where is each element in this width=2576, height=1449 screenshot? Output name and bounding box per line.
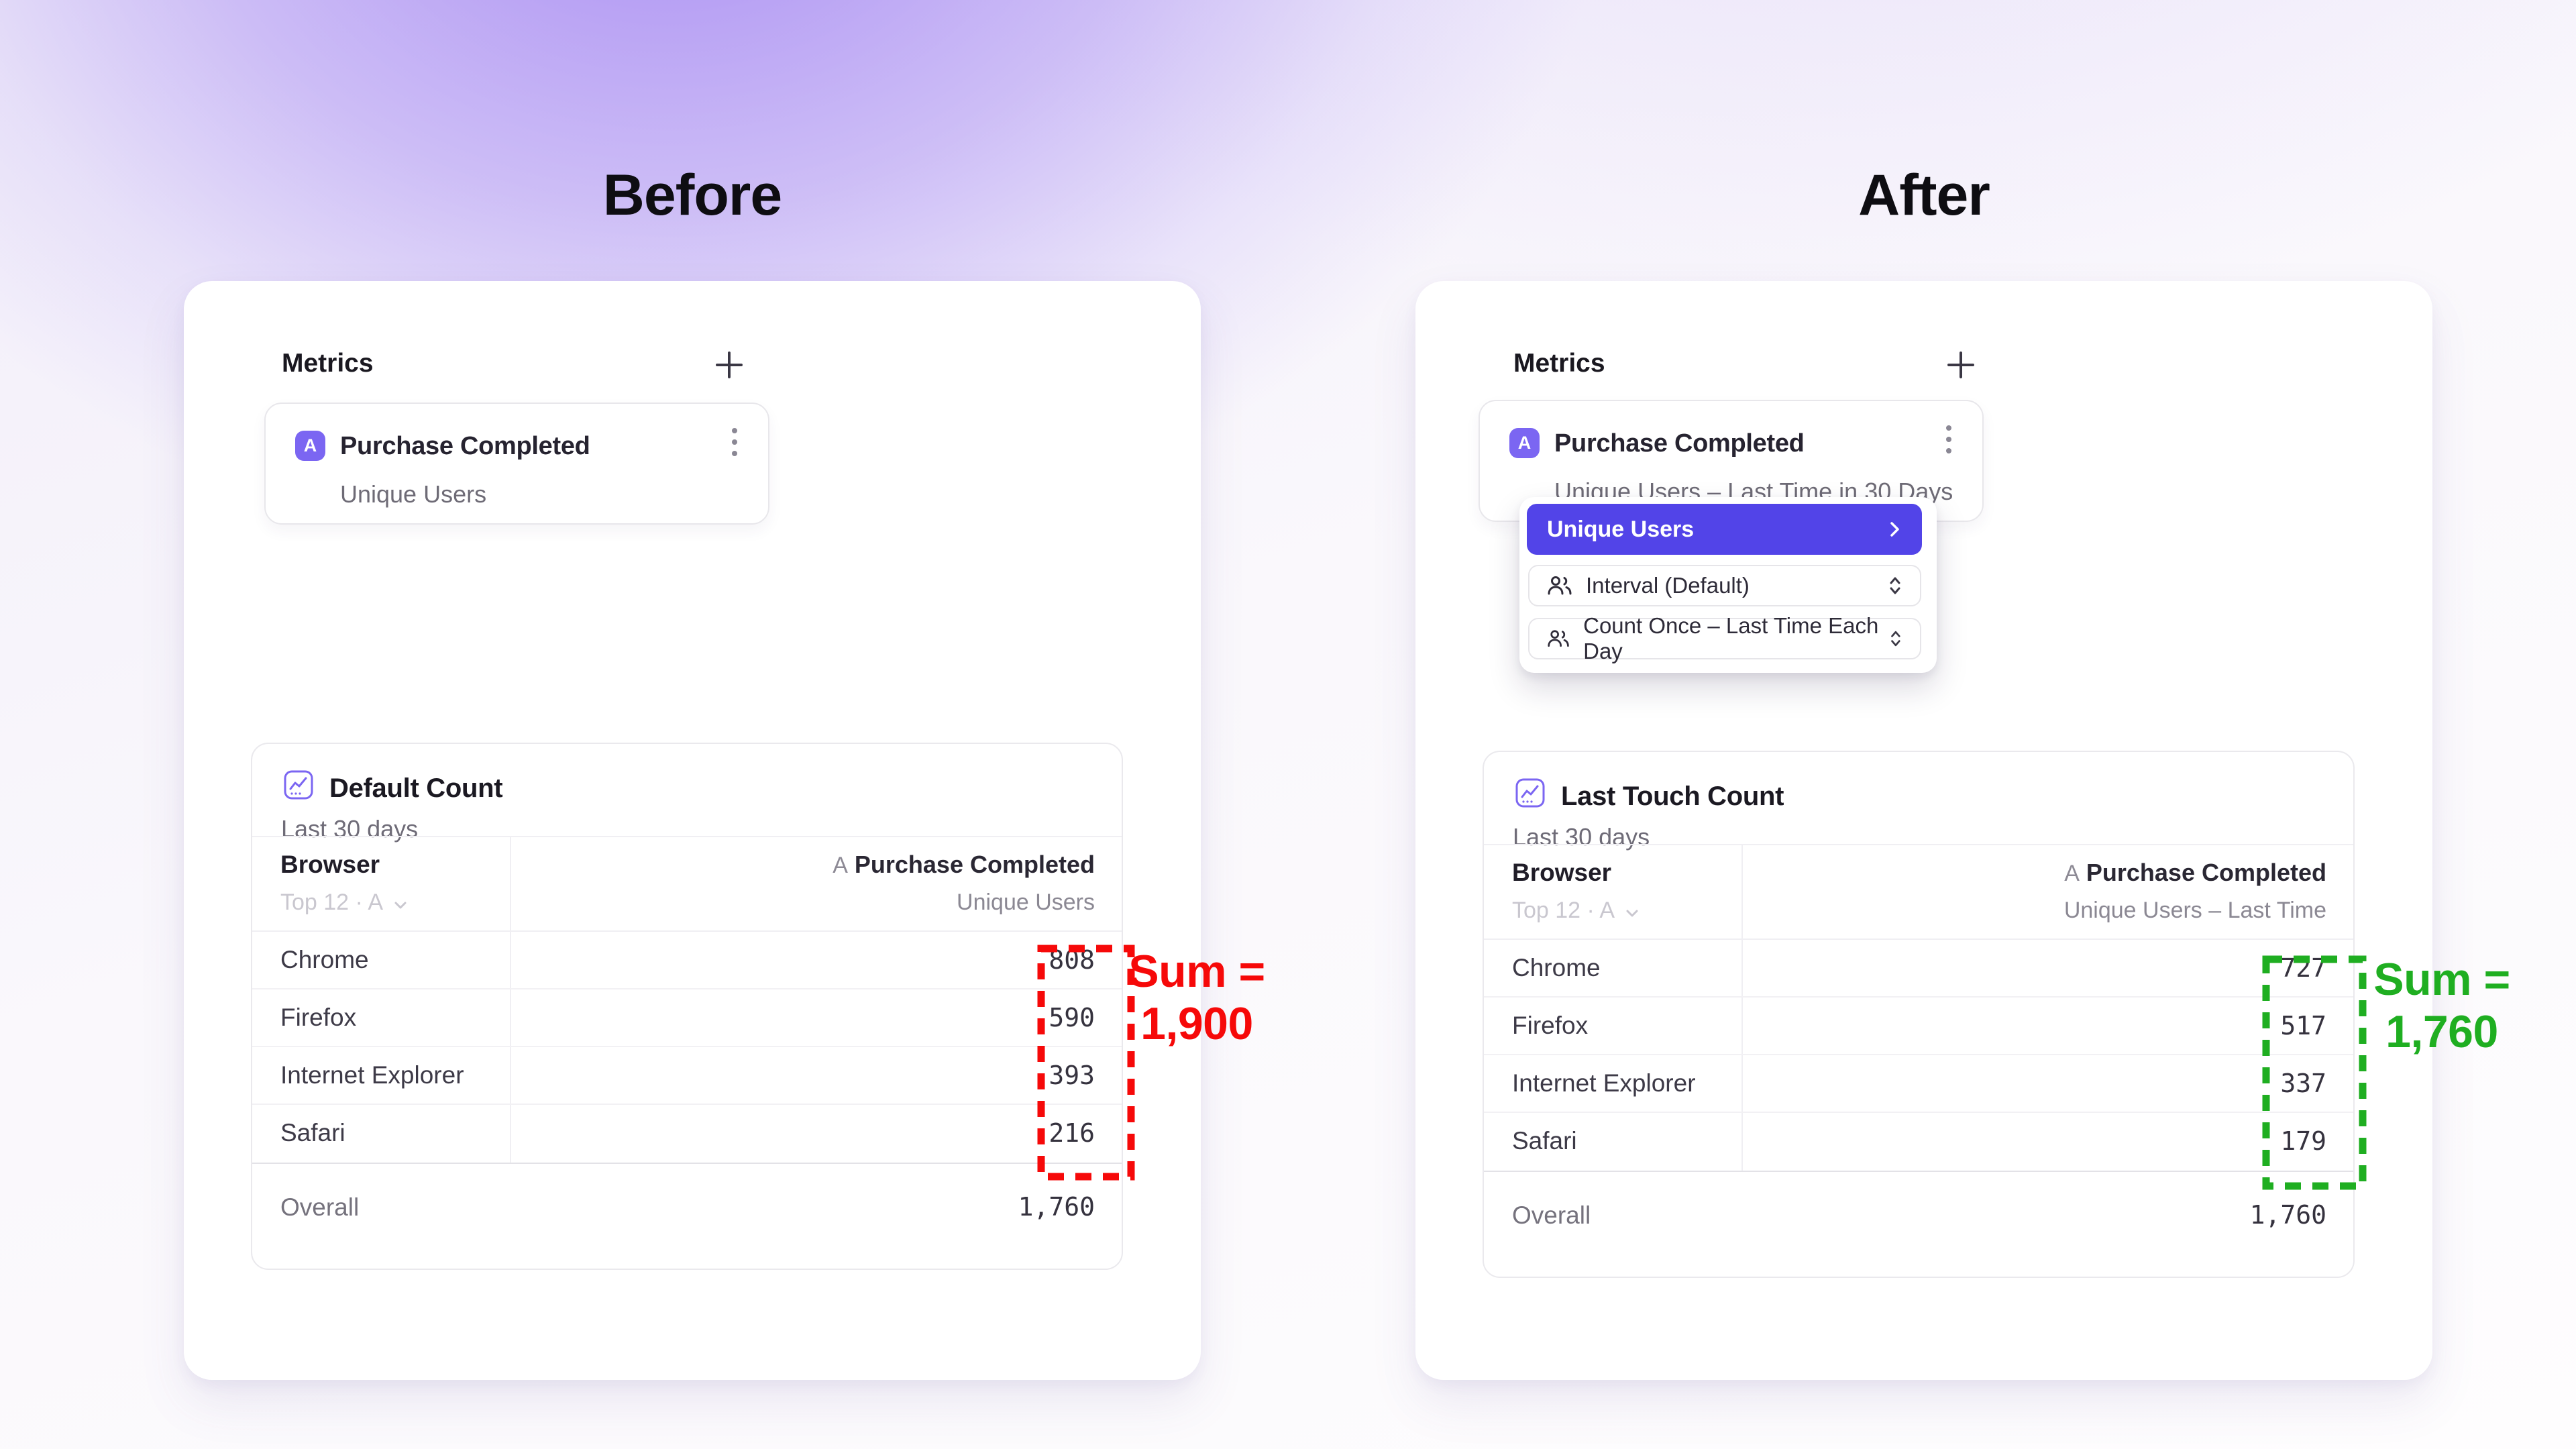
table-header-row: Browser Top 12 · A A Purchase Completed U…	[1484, 844, 2353, 940]
plus-icon	[716, 352, 743, 378]
table-body: Chrome 808 Firefox 590 Internet Explorer…	[252, 932, 1122, 1163]
column-header-metric: A Purchase Completed	[833, 851, 1095, 878]
metric-subtitle: Unique Users	[340, 480, 487, 508]
table-title: Default Count	[329, 773, 503, 803]
table-header-row: Browser Top 12 · A A Purchase Completed U…	[252, 836, 1122, 932]
line-chart-icon	[284, 770, 313, 800]
dropdown-item-unique-users[interactable]: Unique Users	[1527, 504, 1922, 555]
metric-series-badge: A	[295, 431, 325, 461]
people-icon	[1548, 576, 1572, 595]
column-subheader-measure: Unique Users – Last Time	[2063, 898, 2326, 923]
browser-filter-control[interactable]: Top 12 · A	[1512, 898, 1639, 924]
after-panel: Metrics A Purchase Completed Unique User…	[1415, 281, 2510, 1380]
add-metric-button[interactable]	[1946, 350, 1976, 380]
chevron-up-down-icon	[1891, 631, 1900, 647]
table-row: Internet Explorer 393	[252, 1047, 1122, 1105]
table-date-range: Last 30 days	[281, 815, 419, 843]
column-header-metric: A Purchase Completed	[2064, 859, 2326, 886]
table-row: Safari 216	[280, 1118, 1095, 1148]
result-table-card: Default Count Last 30 days Browser Top 1…	[251, 743, 1123, 1270]
red-dashed-highlight	[1037, 945, 1135, 1181]
metric-title: Purchase Completed	[340, 432, 590, 460]
table-body: Chrome 727 Firefox 517 Internet Explorer…	[1484, 940, 2353, 1171]
column-divider	[510, 836, 511, 1163]
series-letter: A	[2064, 861, 2080, 886]
metric-card[interactable]: A Purchase Completed Unique Users	[264, 402, 769, 525]
sum-annotation: Sum = 1,760	[2373, 954, 2510, 1057]
column-header-browser: Browser	[1512, 859, 1612, 886]
overall-row: Overall 1,760	[252, 1163, 1122, 1270]
metric-menu-button[interactable]	[1946, 425, 1953, 460]
metric-series-badge: A	[1509, 428, 1540, 458]
column-subheader-measure: Unique Users	[957, 890, 1095, 915]
table-row: Firefox 517	[1484, 998, 2353, 1055]
dropdown-item-count-once[interactable]: Count Once – Last Time Each Day	[1528, 613, 1921, 663]
series-letter: A	[833, 853, 848, 878]
column-header-browser: Browser	[280, 851, 380, 878]
chevron-right-icon	[1890, 522, 1899, 537]
chevron-up-down-icon	[1890, 577, 1900, 594]
table-title: Last Touch Count	[1561, 782, 1784, 811]
before-title: Before	[602, 163, 782, 227]
kebab-icon	[1946, 425, 1951, 431]
table-row: Chrome 727	[1484, 940, 2353, 998]
dropdown-item-interval[interactable]: Interval (Default)	[1528, 565, 1921, 606]
metric-menu-button[interactable]	[732, 428, 739, 462]
browser-filter-control[interactable]: Top 12 · A	[280, 890, 407, 916]
metrics-section-title: Metrics	[282, 349, 374, 378]
metrics-section-title: Metrics	[1513, 349, 1605, 378]
sum-annotation: Sum = 1,900	[1128, 946, 1265, 1049]
table-row: Firefox 590	[252, 989, 1122, 1047]
table-row: Internet Explorer 337	[1484, 1055, 2353, 1113]
result-table-card: Last Touch Count Last 30 days Browser To…	[1483, 751, 2355, 1278]
column-divider	[1741, 844, 1743, 1171]
add-metric-button[interactable]	[714, 350, 744, 380]
table-date-range: Last 30 days	[1513, 823, 1650, 851]
before-panel: Metrics A Purchase Completed Unique User…	[184, 281, 1265, 1380]
plus-icon	[1947, 352, 1974, 378]
people-icon	[1548, 630, 1569, 647]
line-chart-icon	[1515, 778, 1545, 808]
metric-title: Purchase Completed	[1554, 429, 1805, 458]
chevron-down-icon	[394, 902, 407, 909]
measure-dropdown-panel: Unique Users Interval (Default)	[1519, 497, 1937, 673]
table-row: Safari 179	[1512, 1126, 2326, 1156]
after-title: After	[1858, 163, 1990, 227]
table-row: Chrome 808	[252, 932, 1122, 989]
kebab-icon	[732, 428, 737, 433]
overall-row: Overall 1,760	[1484, 1171, 2353, 1278]
green-dashed-highlight	[2262, 955, 2367, 1190]
chevron-down-icon	[1626, 910, 1638, 917]
